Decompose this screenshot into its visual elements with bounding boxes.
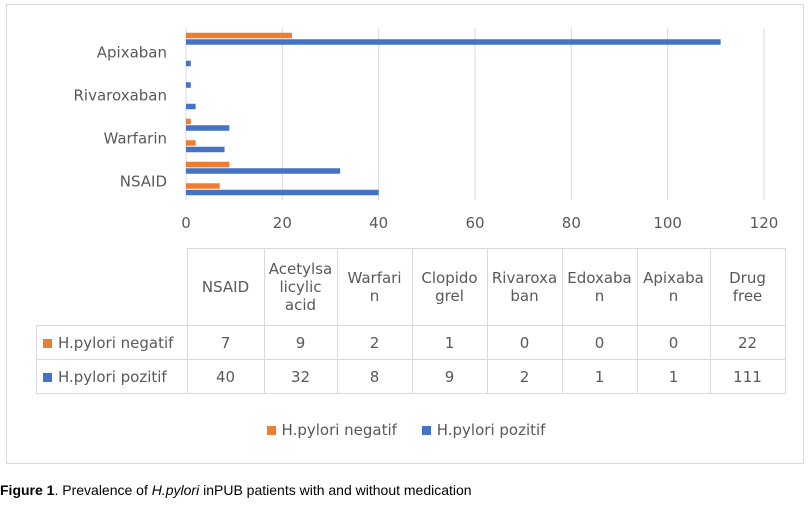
chart-frame — [6, 4, 804, 464]
bar-pozitif — [186, 125, 230, 131]
table-header-cell: Apixaba n — [636, 248, 711, 326]
table-cell: 0 — [561, 325, 638, 360]
table-header-cell: Acetylsa licylic acid — [263, 248, 338, 326]
table-cell: 9 — [411, 359, 488, 394]
table-header-cell: Warfari n — [336, 248, 413, 326]
x-tick-label: 100 — [653, 214, 682, 232]
bar-pozitif — [186, 189, 379, 196]
legend-label: H.pylori pozitif — [436, 421, 546, 439]
table-cell: 1 — [411, 325, 488, 360]
table-header-cell: NSAID — [186, 248, 265, 326]
table-cell: 1 — [561, 359, 638, 394]
category-label: NSAID — [120, 172, 167, 190]
bar-negatif — [186, 32, 292, 39]
table-cell: 9 — [263, 325, 338, 360]
table-row-pozitif: H.pylori pozitif 40 32 8 9 2 1 1 111 — [36, 359, 786, 394]
x-tick-label: 0 — [181, 214, 191, 232]
table-cell: 22 — [709, 325, 786, 360]
data-table: NSAID Acetylsa licylic acid Warfari n Clopi… — [36, 248, 786, 394]
legend-item-pozitif: H.pylori pozitif — [421, 421, 546, 439]
x-tick-label: 60 — [465, 214, 484, 232]
table-series-label: H.pylori negatif — [36, 325, 188, 360]
caption-organism: H.pylori — [151, 482, 200, 498]
category-label: Apixaban — [97, 43, 167, 61]
pozitif-swatch — [43, 372, 52, 382]
table-corner — [36, 248, 188, 326]
legend-label: H.pylori negatif — [281, 421, 397, 439]
table-header-row: NSAID Acetylsa licylic acid Warfari n Clopi… — [36, 248, 786, 326]
bar-negatif — [186, 118, 191, 125]
table-cell: 2 — [486, 359, 563, 394]
figure-caption: Figure 1. Prevalence of H.pylori inPUB p… — [0, 482, 472, 498]
x-tick-label: 40 — [369, 214, 388, 232]
legend-swatch-pozitif — [421, 426, 431, 435]
table-header-cell: Drug free — [709, 248, 786, 326]
category-label: Warfarin — [103, 129, 167, 147]
bar-pozitif — [186, 146, 225, 153]
table-cell: 0 — [486, 325, 563, 360]
bar-negatif — [186, 161, 230, 168]
table-cell: 8 — [336, 359, 413, 394]
x-tick-label: 20 — [273, 214, 292, 232]
table-header-cell: Edoxaba n — [561, 248, 638, 326]
bar-chart: 0 20 40 60 80 100 120 NSAID Warfarin Rivaroxaban… — [73, 28, 778, 232]
table-cell: 32 — [263, 359, 338, 394]
table-cell: 7 — [186, 325, 265, 360]
negatif-swatch — [43, 338, 52, 348]
category-labels: NSAID Warfarin Rivaroxaban Apixaban — [73, 43, 167, 190]
legend-item-negatif: H.pylori negatif — [266, 421, 397, 439]
bar-pozitif — [186, 103, 196, 110]
bar-pozitif — [186, 168, 341, 174]
bar-negatif — [186, 140, 196, 146]
legend: H.pylori negatif H.pylori pozitif — [0, 421, 812, 439]
table-cell: 40 — [186, 359, 265, 394]
x-tick-labels: 0 20 40 60 80 100 120 — [181, 214, 778, 232]
table-cell: 2 — [336, 325, 413, 360]
table-row-negatif: H.pylori negatif 7 9 2 1 0 0 0 22 — [36, 325, 786, 360]
category-label: Rivaroxaban — [73, 86, 167, 104]
bar-negatif — [186, 183, 220, 189]
gridlines — [185, 28, 765, 200]
table-header-cell: Rivaroxa ban — [486, 248, 563, 326]
table-series-label: H.pylori pozitif — [36, 359, 188, 394]
bar-pozitif — [186, 82, 191, 88]
x-tick-label: 80 — [562, 214, 581, 232]
table-cell: 0 — [636, 325, 711, 360]
bar-pozitif — [186, 39, 721, 45]
bar-pozitif — [186, 60, 191, 67]
table-cell: 1 — [636, 359, 711, 394]
table-header-cell: Clopido grel — [411, 248, 488, 326]
legend-swatch-negatif — [266, 426, 276, 435]
bars — [186, 32, 721, 196]
caption-figure-number: Figure 1 — [0, 482, 55, 498]
x-tick-label: 120 — [750, 214, 779, 232]
table-cell: 111 — [709, 359, 786, 394]
